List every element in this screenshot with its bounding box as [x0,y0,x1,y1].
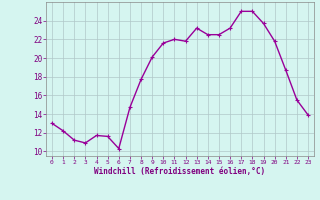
X-axis label: Windchill (Refroidissement éolien,°C): Windchill (Refroidissement éolien,°C) [94,167,266,176]
